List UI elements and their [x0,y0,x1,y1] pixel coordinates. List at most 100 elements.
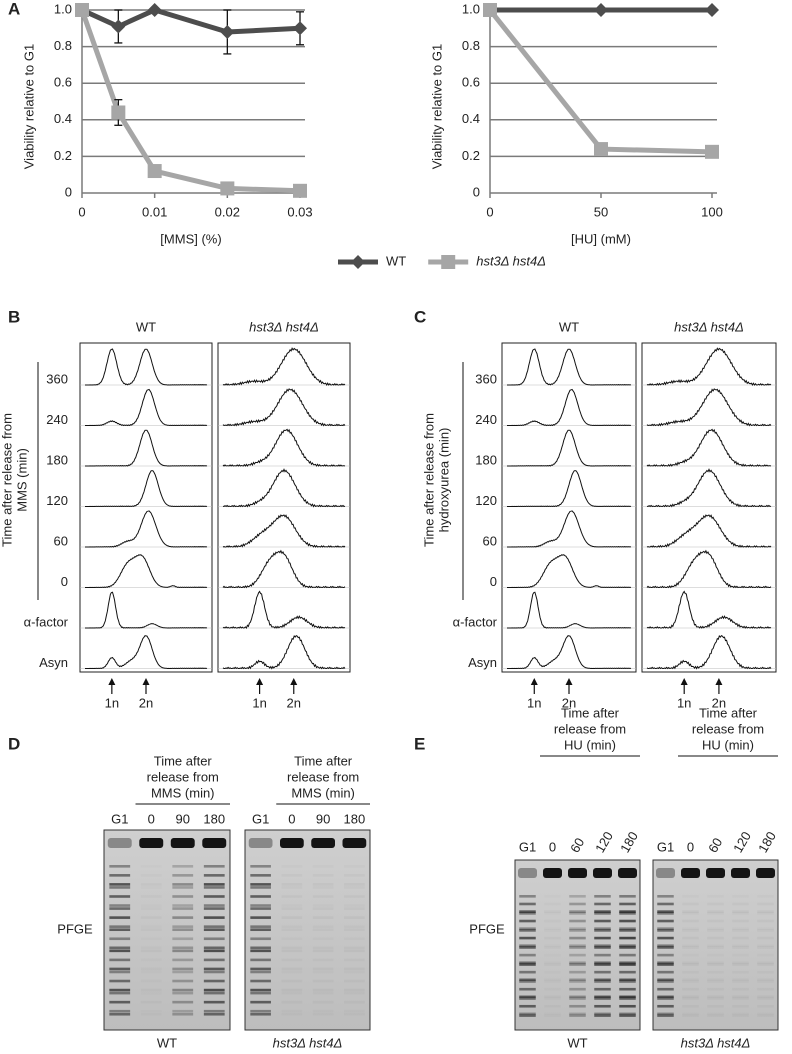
gel-band [313,907,334,910]
gel-band [707,1005,724,1008]
point-marker [111,19,126,34]
y-tick-label: 0.6 [54,75,72,90]
legend-label: hst3Δ hst4Δ [476,253,546,268]
gel-band [172,904,194,907]
point-marker [705,3,719,17]
gel-band [203,988,225,992]
gel-band [172,970,194,974]
gel-band [281,883,303,886]
gel-band [657,980,674,983]
gel-band [109,1012,131,1016]
gel-band [569,927,586,931]
gel-band [682,912,699,915]
gel-band [757,980,774,983]
gel-band [569,1014,586,1017]
gel-band [203,937,225,941]
gel-band [141,886,162,889]
gel-band [313,865,334,868]
row-label: 240 [46,412,68,427]
lane-label: 90 [316,811,330,826]
gel-band [594,980,611,983]
gel-band [344,883,365,886]
histogram-panel [501,342,637,673]
histogram-trace [85,591,208,629]
gel-band [109,967,131,971]
gel-band [282,904,303,907]
gel-band [682,920,699,923]
gel-band [203,925,225,928]
point-marker [483,3,497,17]
lane-header: MMS (min) [151,785,215,800]
ploidy-label: 2n [139,695,153,710]
histogram-trace [646,549,772,589]
gel-band [757,1014,774,1017]
gel-band [682,903,699,906]
lane-label: G1 [252,811,269,826]
gel-band [707,920,724,923]
gel-band [707,912,724,915]
gel-band [544,954,561,957]
lane-header: MMS (min) [291,785,355,800]
histogram-trace [507,388,632,427]
gel-band [282,886,303,889]
gel-band [344,1001,365,1004]
lane-header: HU (min) [702,737,754,752]
gel-band [619,927,636,931]
gel-band [109,928,131,932]
gel-band [519,995,536,999]
gel-band [344,947,365,950]
gel-band [594,963,611,966]
gel-band [569,1012,586,1016]
gel-band [141,904,162,907]
gel-band [344,874,365,877]
gel-band [594,929,611,932]
histogram-trace [85,470,208,508]
row-label: 120 [475,493,497,508]
gel-band [344,1010,365,1013]
column-header: hst3Δ hst4Δ [249,319,319,334]
gel-band [313,947,334,950]
gel-band [312,883,334,886]
gel-band [682,910,699,913]
gel-band [682,971,699,974]
row-label: 60 [483,533,497,548]
lane-label: G1 [657,839,674,854]
y-tick-label: 0 [473,184,480,199]
ploidy-label: 1n [252,695,266,710]
gel-image [514,859,641,1031]
histogram-trace [507,470,632,508]
gel-band [732,988,749,991]
gel-band [344,992,365,995]
gel-band [544,929,561,932]
gel-band [594,978,611,982]
gel-band [313,895,334,898]
gel-band [203,886,225,889]
lane-label: 90 [176,811,190,826]
gel-band [707,954,724,957]
row-label: α-factor [24,614,69,629]
gel-band [141,959,162,962]
column-label: WT [157,1035,177,1050]
gel-band [707,980,724,983]
gel-band [250,886,271,889]
gel-band [203,958,225,962]
gel-band [544,895,561,898]
gel-band [732,936,749,940]
lane-label: G1 [111,811,128,826]
gel-well [107,838,132,848]
gel-band [544,937,561,940]
x-tick-label: 50 [594,204,608,219]
gel-band [141,895,162,898]
gel-band [594,970,611,974]
gel-band [594,1012,611,1016]
gel-band [519,910,536,913]
gel-band [519,919,536,923]
gel-band [519,987,536,991]
histogram-trace [85,635,208,670]
gel-band [141,1013,162,1016]
ploidy-label: 2n [712,695,726,710]
column-header: WT [559,319,579,334]
gel-band [619,946,636,949]
gel-band [707,895,724,898]
